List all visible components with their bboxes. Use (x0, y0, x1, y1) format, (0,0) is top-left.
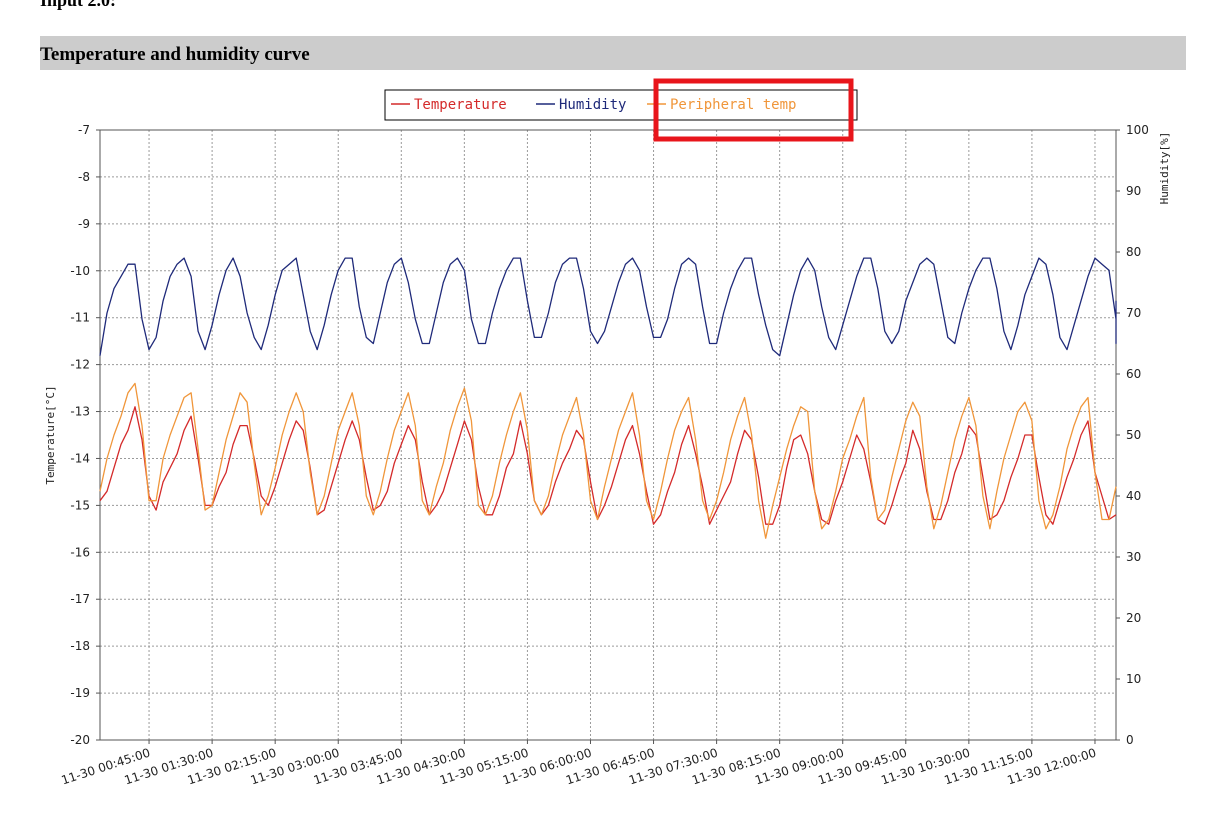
y-tick-label: -8 (78, 170, 90, 184)
y-tick-label: -16 (70, 545, 90, 559)
legend-label-temperature: Temperature (414, 97, 507, 113)
legend-highlight-box (653, 78, 854, 142)
legend: Temperature Humidity Peripheral temp (384, 89, 858, 121)
plot-frame (99, 129, 1117, 741)
y-tick-label: -15 (70, 498, 90, 512)
y2-tick-label: 80 (1126, 245, 1141, 259)
y-tick-label: -19 (70, 686, 90, 700)
y-tick-label: -20 (70, 733, 90, 747)
peripheral-temp-line (99, 382, 1117, 539)
y-tick-label: -9 (78, 217, 90, 231)
legend-label-humidity: Humidity (559, 97, 626, 113)
y-tick-label: -14 (70, 451, 90, 465)
y-tick-label: -7 (78, 123, 90, 137)
y-tick-label: -18 (70, 639, 90, 653)
legend-box (384, 89, 858, 121)
series-lines (99, 257, 1117, 539)
y-tick-label: -11 (70, 311, 90, 325)
y2-tick-label: 30 (1126, 550, 1141, 564)
y2-tick-label: 60 (1126, 367, 1141, 381)
legend-label-peripheral: Peripheral temp (670, 97, 796, 113)
y2-tick-label: 100 (1126, 123, 1149, 137)
y-tick-label: -10 (70, 264, 90, 278)
y-tick-label: -17 (70, 592, 90, 606)
y-tick-label: -12 (70, 358, 90, 372)
y2-tick-label: 10 (1126, 672, 1141, 686)
y2-tick-label: 40 (1126, 489, 1141, 503)
y2-axis-label: Humidity[%] (1158, 132, 1171, 205)
y2-tick-label: 70 (1126, 306, 1141, 320)
section-header-bar: Temperature and humidity curve (40, 36, 1186, 70)
y2-tick-label: 20 (1126, 611, 1141, 625)
section-title: Temperature and humidity curve (40, 44, 310, 65)
y2-tick-label: 90 (1126, 184, 1141, 198)
humidity-line (99, 257, 1117, 357)
y-tick-label: -13 (70, 405, 90, 419)
y2-tick-label: 0 (1126, 733, 1134, 747)
y-axis-label: Temperature[°C] (44, 385, 57, 484)
left-axis-ticks: -7 -8 -9 -10 -11 -12 -13 -14 -15 -16 -17 -18 -19 -20 (70, 123, 100, 747)
grid-lines (100, 129, 1116, 741)
y2-tick-label: 50 (1126, 428, 1141, 442)
temperature-line (99, 406, 1117, 525)
clipped-heading-fragment: Input 2.0: (40, 0, 117, 10)
